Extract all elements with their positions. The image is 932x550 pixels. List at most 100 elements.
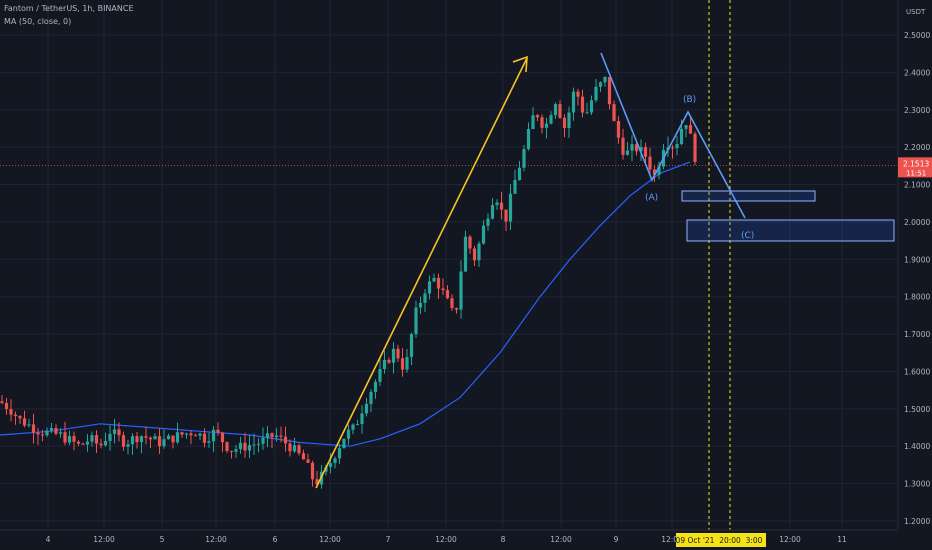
candle-body	[495, 202, 499, 206]
candle-body	[544, 123, 549, 128]
drawings-layer[interactable]: (A) (B) (C)	[315, 52, 895, 489]
candle-body	[135, 436, 139, 443]
candle-body	[54, 427, 58, 434]
time-axis[interactable]: 4 12:00 5 12:00 6 12:00 7 12:00 8 12:00 9 12:00 12:0…	[0, 529, 932, 550]
candle-body	[346, 429, 351, 439]
time-tick-label: 12:00	[661, 535, 683, 544]
candle-body	[76, 441, 81, 444]
candle-body	[198, 433, 202, 436]
candle-body	[567, 112, 571, 128]
candle-body	[265, 433, 270, 438]
candle-body	[522, 149, 526, 168]
candle-body	[391, 348, 396, 363]
candle-body	[184, 433, 189, 435]
candle-body	[639, 147, 643, 152]
candle-body	[454, 308, 459, 310]
candle-body	[427, 281, 432, 294]
time-highlight-label: 20:00	[719, 536, 741, 545]
candle-body	[351, 424, 355, 430]
candle-body	[594, 86, 598, 101]
candle-body	[679, 128, 684, 145]
candle-body	[432, 277, 436, 282]
candle-body	[22, 418, 27, 426]
candle-body	[13, 414, 18, 417]
candle-body	[81, 443, 85, 445]
candle-body	[85, 441, 90, 445]
candle-body	[117, 429, 121, 436]
trend-arrow-line	[315, 57, 528, 489]
candle-body	[414, 307, 418, 335]
candle-body	[180, 432, 184, 435]
candle-body	[315, 479, 319, 485]
time-tick-label: 12:00	[435, 535, 457, 544]
ma50-line	[0, 161, 691, 447]
selected-time-lines	[708, 0, 731, 530]
candle-body	[445, 290, 450, 299]
target-box-small	[681, 190, 816, 202]
candle-body	[18, 416, 22, 419]
candle-body	[189, 433, 193, 436]
price-tag-countdown: 11:51	[906, 169, 926, 177]
candle-body	[157, 436, 162, 447]
candle-body	[342, 438, 346, 449]
price-tag-bg	[898, 157, 932, 178]
candle-body	[283, 436, 288, 444]
candle-body	[436, 277, 441, 289]
candle-body	[670, 147, 675, 149]
time-tick-label: 12:00	[779, 535, 801, 544]
candle-body	[684, 125, 688, 129]
indicator-legend: MA (50, close, 0)	[4, 17, 72, 26]
candle-body	[499, 202, 504, 210]
candle-body	[67, 436, 72, 443]
candle-body	[121, 435, 126, 447]
candle-body	[153, 436, 157, 440]
candle-body	[90, 435, 94, 442]
candle-body	[288, 443, 292, 452]
symbol-title: Fantom / TetherUS, 1h, BINANCE	[4, 4, 134, 13]
time-highlight-bg	[676, 533, 766, 547]
price-tick-label: 2.4000	[904, 68, 930, 77]
trend-arrow-head	[512, 55, 528, 73]
candle-body	[229, 450, 234, 452]
candle-body	[301, 453, 306, 460]
candle-body	[108, 433, 112, 441]
candle-body	[126, 444, 130, 447]
candle-body	[616, 121, 621, 138]
candle-body	[675, 144, 679, 149]
wave-label-b: (B)	[683, 95, 696, 105]
candle-body	[63, 432, 67, 443]
candle-body	[175, 432, 180, 443]
candle-body	[207, 441, 211, 443]
candle-body	[504, 209, 508, 222]
candle-body	[486, 218, 490, 226]
candle-body	[247, 445, 252, 451]
price-axis[interactable]: 2.5000 2.4000 2.3000 2.2000 2.1000 2.0000 1.90…	[897, 0, 932, 550]
time-tick-label: 6	[273, 535, 278, 544]
candle-body	[72, 436, 76, 442]
candle-body	[643, 147, 648, 157]
candle-body	[36, 432, 40, 435]
candle-body	[94, 435, 99, 444]
candle-body	[99, 443, 103, 446]
candle-body	[387, 359, 391, 363]
price-tick-label: 2.0000	[904, 218, 930, 227]
candle-body	[378, 368, 382, 382]
price-tick-label: 2.3000	[904, 106, 930, 115]
candle-body	[450, 298, 454, 309]
candle-body	[580, 96, 585, 113]
target-box-large	[686, 219, 895, 242]
candle-body	[382, 359, 387, 369]
candle-body	[220, 432, 225, 443]
candle-body	[279, 435, 283, 437]
candle-body	[513, 180, 517, 194]
candle-body	[558, 104, 562, 118]
candle-body	[481, 225, 486, 244]
candle-body	[292, 445, 297, 452]
candle-body	[252, 444, 256, 446]
candle-body	[585, 112, 589, 114]
price-tick-label: 2.1000	[904, 181, 930, 190]
price-tick-label: 1.8000	[904, 293, 930, 302]
candle-body	[549, 115, 553, 124]
candle-body	[306, 459, 310, 463]
